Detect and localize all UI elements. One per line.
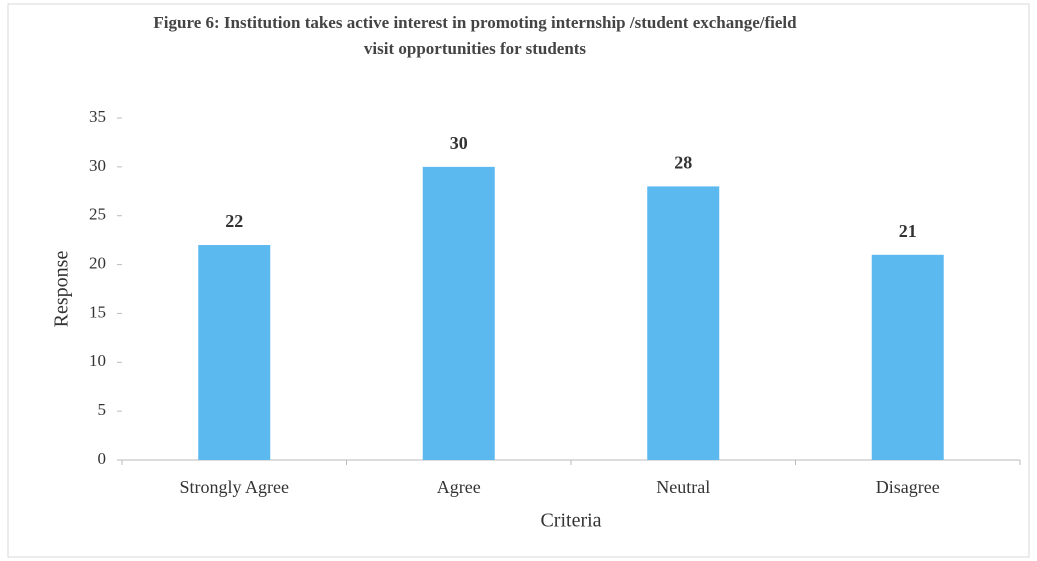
x-tick-label: Neutral (656, 477, 710, 497)
y-tick-label: 25 (89, 205, 106, 224)
bar (647, 186, 720, 460)
bar (422, 166, 495, 460)
data-label: 21 (899, 221, 917, 241)
chart-border (7, 3, 1030, 558)
data-label: 28 (674, 153, 692, 173)
data-label: 22 (225, 211, 243, 231)
x-tick-label: Strongly Agree (180, 477, 290, 497)
data-label: 30 (450, 133, 468, 153)
bar (871, 254, 944, 460)
y-tick-label: 10 (89, 351, 106, 370)
y-tick-label: 20 (89, 253, 106, 272)
y-tick-label: 35 (89, 107, 106, 126)
x-axis-title: Criteria (540, 510, 601, 532)
chart-title: Figure 6: Institution takes active inter… (153, 13, 797, 58)
x-tick-label: Agree (437, 477, 481, 497)
x-tick-label: Disagree (876, 477, 940, 497)
y-tick-label: 5 (98, 400, 107, 419)
y-tick-label: 30 (89, 156, 106, 175)
y-tick-label: 15 (89, 302, 106, 321)
bar (198, 245, 271, 460)
y-tick-label: 0 (98, 449, 107, 468)
y-axis-title: Response (51, 251, 73, 328)
